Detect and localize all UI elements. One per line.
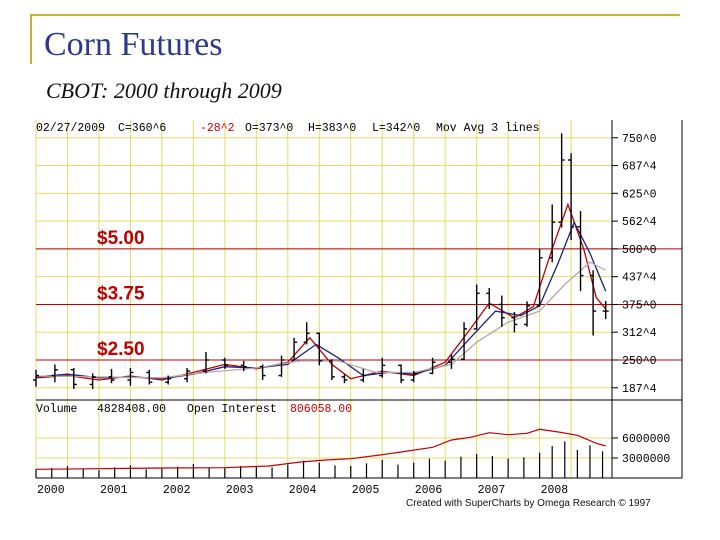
header-high: H=383^0 xyxy=(308,122,356,135)
axes: 2000 2001 2002 2003 2004 2005 2006 2007 2008 750^… xyxy=(36,120,683,497)
x-tick-label: 2004 xyxy=(289,484,317,497)
header-change: -28^2 xyxy=(200,122,235,135)
y-tick-label: 437^4 xyxy=(622,272,657,285)
x-tick-label: 2001 xyxy=(100,484,128,497)
x-tick-label: 2007 xyxy=(478,484,506,497)
header-close: C=360^6 xyxy=(118,122,166,135)
open-interest-value: 806058.00 xyxy=(290,403,352,416)
slide-border-top xyxy=(30,14,680,16)
x-tick-label: 2005 xyxy=(352,484,380,497)
reference-label: $5.00 xyxy=(97,228,145,249)
open-interest-label: Open Interest xyxy=(187,403,277,416)
y-tick-label: 687^4 xyxy=(622,161,657,174)
reference-label: $2.50 xyxy=(97,339,145,360)
open-interest-line xyxy=(35,428,606,470)
y-tick-label: 312^4 xyxy=(622,327,657,340)
y-tick-label: 187^4 xyxy=(622,383,657,396)
chart-credit: Created with SuperCharts by Omega Resear… xyxy=(406,498,651,509)
header-low: L=342^0 xyxy=(372,122,420,135)
moving-average-line-3 xyxy=(35,261,606,379)
x-tick-label: 2000 xyxy=(37,484,65,497)
y-tick-label: 562^4 xyxy=(622,216,657,229)
x-tick-label: 2003 xyxy=(226,484,254,497)
volume-tick-label: 3000000 xyxy=(622,453,670,466)
reference-lines: $5.00 $3.75 $2.50 xyxy=(36,228,682,361)
x-tick-label: 2006 xyxy=(415,484,443,497)
x-tick-label: 2008 xyxy=(541,484,569,497)
open-interest xyxy=(35,428,606,470)
y-tick-label: 750^0 xyxy=(622,133,657,146)
slide-title: Corn Futures xyxy=(44,26,223,63)
y-tick-label: 250^0 xyxy=(622,355,657,368)
volume-tick-label: 6000000 xyxy=(622,433,670,446)
reference-label: $3.75 xyxy=(97,283,145,304)
header-date: 02/27/2009 xyxy=(36,122,105,135)
x-tick-label: 2002 xyxy=(163,484,191,497)
volume-bars xyxy=(35,441,604,478)
price-bars xyxy=(33,133,609,389)
volume-label: Volume xyxy=(36,403,78,416)
header-study: Mov Avg 3 lines xyxy=(436,122,540,135)
y-tick-label: 375^0 xyxy=(622,299,657,312)
header-open: O=373^0 xyxy=(245,122,293,135)
slide-border-left xyxy=(30,14,32,64)
y-tick-label: 500^0 xyxy=(622,244,657,257)
volume-value: 4828408.00 xyxy=(97,403,166,416)
slide-subtitle: CBOT: 2000 through 2009 xyxy=(46,78,282,103)
y-tick-label: 625^0 xyxy=(622,188,657,201)
